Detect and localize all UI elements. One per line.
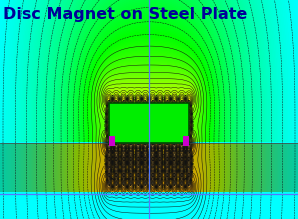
Bar [109, 103, 189, 143]
Text: Disc Magnet on Steel Plate: Disc Magnet on Steel Plate [3, 7, 247, 22]
Bar [182, 136, 189, 146]
Bar [0, 194, 298, 219]
Bar [109, 136, 116, 146]
